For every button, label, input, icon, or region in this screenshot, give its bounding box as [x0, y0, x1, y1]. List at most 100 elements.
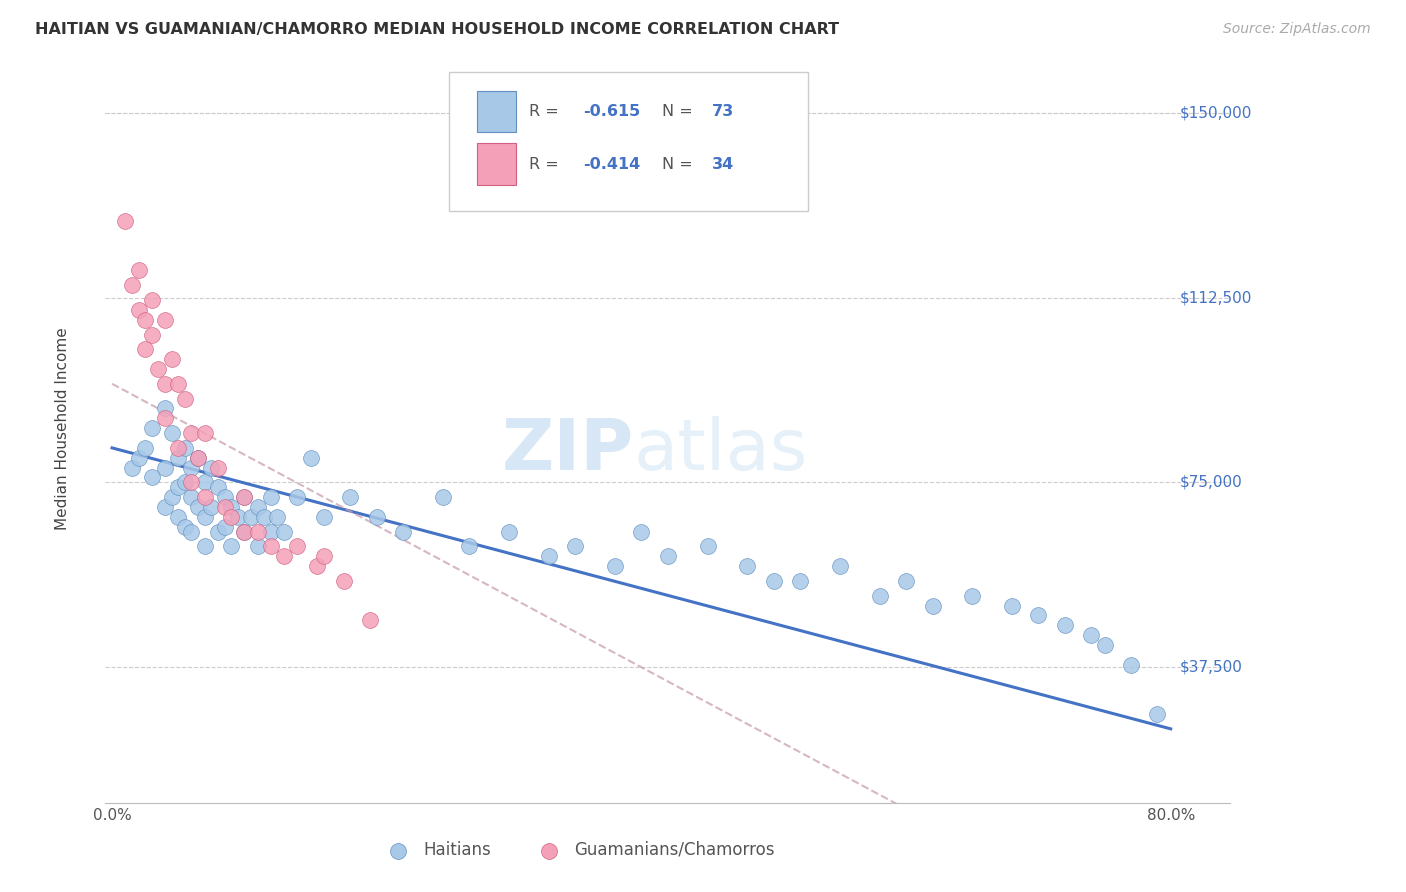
Point [128, 263, 150, 277]
Point [233, 524, 256, 539]
Text: $112,500: $112,500 [1180, 290, 1253, 305]
Point [1094, 638, 1116, 652]
Text: -0.615: -0.615 [583, 104, 641, 120]
Point [214, 520, 236, 534]
Point [134, 343, 156, 357]
Point [153, 401, 176, 416]
Point [194, 426, 217, 441]
Point [657, 549, 679, 564]
Point [1080, 628, 1102, 642]
Point [260, 540, 283, 554]
Point [285, 490, 308, 504]
Point [141, 327, 163, 342]
Point [299, 450, 322, 465]
Point [153, 411, 176, 425]
Text: Source: ZipAtlas.com: Source: ZipAtlas.com [1223, 22, 1371, 37]
Point [167, 509, 190, 524]
Point [260, 490, 283, 504]
Point [200, 460, 222, 475]
Point [187, 450, 209, 465]
Point [339, 490, 361, 504]
Text: 34: 34 [711, 156, 734, 171]
Point [141, 293, 163, 307]
Point [1001, 599, 1024, 613]
Point [307, 559, 329, 574]
Point [789, 574, 811, 588]
Text: $37,500: $37,500 [1180, 660, 1243, 674]
Point [233, 490, 256, 504]
Point [273, 549, 295, 564]
Point [226, 509, 249, 524]
Point [392, 524, 415, 539]
Point [128, 450, 150, 465]
Point [180, 490, 202, 504]
Point [114, 214, 136, 228]
FancyBboxPatch shape [449, 72, 808, 211]
Point [1053, 618, 1076, 632]
Point [266, 509, 288, 524]
Point [128, 302, 150, 317]
Point [180, 475, 202, 490]
Point [141, 421, 163, 435]
Text: $75,000: $75,000 [1180, 475, 1243, 490]
Point [173, 475, 195, 490]
Point [564, 540, 586, 554]
Point [359, 614, 381, 628]
Point [246, 540, 269, 554]
Point [153, 376, 176, 391]
Point [603, 559, 626, 574]
Point [134, 441, 156, 455]
Point [194, 490, 217, 504]
Point [233, 524, 256, 539]
Point [432, 490, 454, 504]
Point [153, 460, 176, 475]
Point [1119, 657, 1142, 672]
Point [160, 490, 183, 504]
Text: 73: 73 [711, 104, 734, 120]
Point [458, 540, 481, 554]
Point [246, 524, 269, 539]
Text: N =: N = [662, 104, 699, 120]
Point [167, 450, 190, 465]
Point [121, 278, 143, 293]
Point [960, 589, 983, 603]
Point [273, 524, 295, 539]
Point [167, 480, 190, 494]
Point [260, 524, 283, 539]
Point [240, 509, 263, 524]
Point [214, 500, 236, 514]
Point [180, 460, 202, 475]
Text: Median Household Income: Median Household Income [55, 326, 70, 530]
Point [869, 589, 891, 603]
Point [219, 500, 242, 514]
Point [187, 450, 209, 465]
Point [921, 599, 943, 613]
Bar [477, 144, 516, 185]
Point [1146, 707, 1168, 722]
Point [134, 312, 156, 326]
Point [207, 460, 229, 475]
Point [148, 362, 170, 376]
Point [173, 392, 195, 406]
Point [894, 574, 917, 588]
Point [285, 540, 308, 554]
Point [153, 500, 176, 514]
Text: -0.414: -0.414 [583, 156, 641, 171]
Point [200, 500, 222, 514]
Point [121, 460, 143, 475]
Point [498, 524, 520, 539]
Point [141, 470, 163, 484]
Point [630, 524, 652, 539]
Point [312, 509, 335, 524]
Point [246, 500, 269, 514]
Point [173, 520, 195, 534]
Text: ZIP: ZIP [502, 417, 634, 485]
Text: R =: R = [530, 104, 564, 120]
Legend: Haitians, Guamanians/Chamorros: Haitians, Guamanians/Chamorros [374, 834, 782, 865]
Point [167, 376, 190, 391]
Point [173, 441, 195, 455]
Point [537, 549, 560, 564]
Bar [477, 91, 516, 132]
Point [366, 509, 388, 524]
Point [194, 475, 217, 490]
